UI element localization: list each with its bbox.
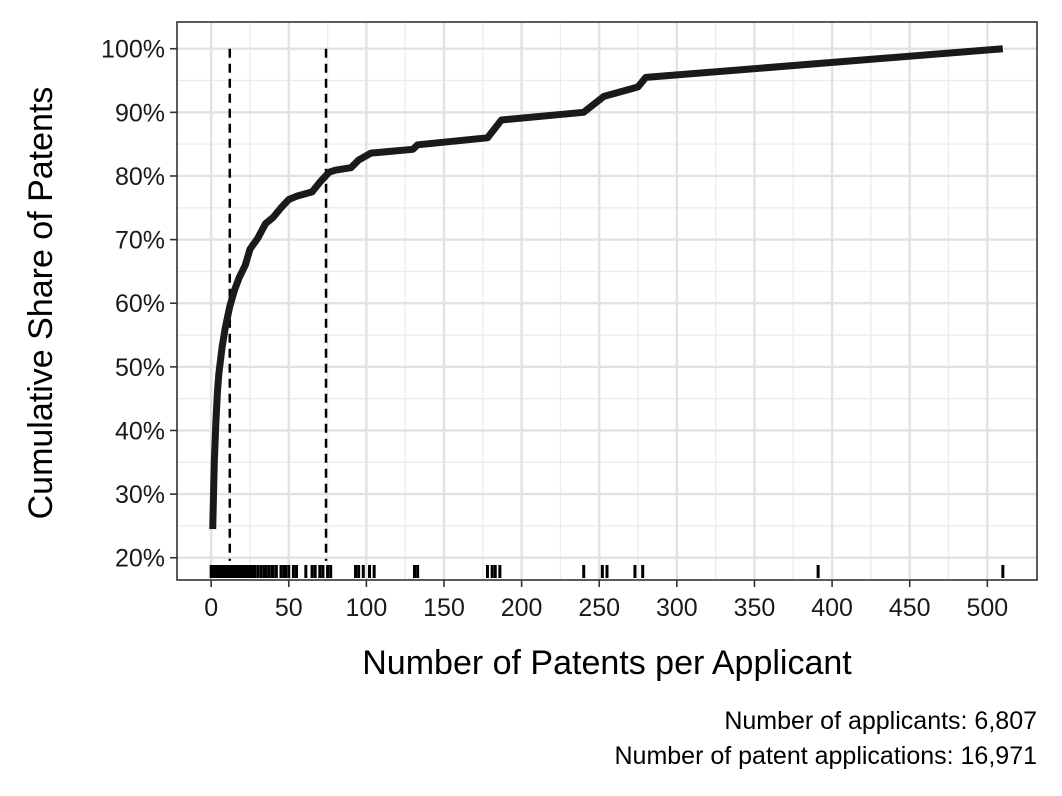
x-tick-label: 400 (811, 594, 853, 622)
rug-marks (209, 565, 1005, 578)
y-tick-label: 100% (101, 36, 165, 64)
y-tick-label: 20% (115, 545, 165, 573)
y-tick-label: 30% (115, 481, 165, 509)
cumulative-share-line (209, 45, 1004, 530)
y-tick-labels: 20% 30% 40% 50% 60% 70% 80% 90% 100% (101, 36, 165, 573)
y-axis-title: Cumulative Share of Patents (22, 87, 60, 520)
plot-panel-border (176, 21, 1038, 581)
major-gridlines (177, 22, 1037, 580)
x-tick-label: 450 (889, 594, 931, 622)
x-tick-label: 200 (501, 594, 543, 622)
y-tick-label: 80% (115, 163, 165, 191)
x-tick-labels: 0 50 100 150 200 250 300 350 400 450 500 (204, 594, 1008, 622)
x-tick-label: 50 (275, 594, 303, 622)
series-layer (209, 45, 1004, 530)
y-tick-label: 70% (115, 227, 165, 255)
x-tick-label: 350 (734, 594, 776, 622)
axis-ticks (170, 47, 989, 587)
x-tick-label: 300 (656, 594, 698, 622)
x-tick-label: 500 (966, 594, 1008, 622)
x-tick-label: 0 (204, 594, 218, 622)
x-axis-title: Number of Patents per Applicant (362, 644, 852, 682)
x-tick-label: 150 (423, 594, 465, 622)
y-tick-label: 90% (115, 99, 165, 127)
y-tick-label: 40% (115, 417, 165, 445)
reference-lines (228, 48, 328, 561)
x-tick-label: 250 (578, 594, 620, 622)
minor-gridlines (177, 22, 1037, 580)
caption-patent-applications: Number of patent applications: 16,971 (615, 742, 1038, 770)
x-tick-label: 100 (346, 594, 388, 622)
y-tick-label: 60% (115, 290, 165, 318)
caption-applicants: Number of applicants: 6,807 (724, 707, 1037, 735)
y-tick-label: 50% (115, 354, 165, 382)
